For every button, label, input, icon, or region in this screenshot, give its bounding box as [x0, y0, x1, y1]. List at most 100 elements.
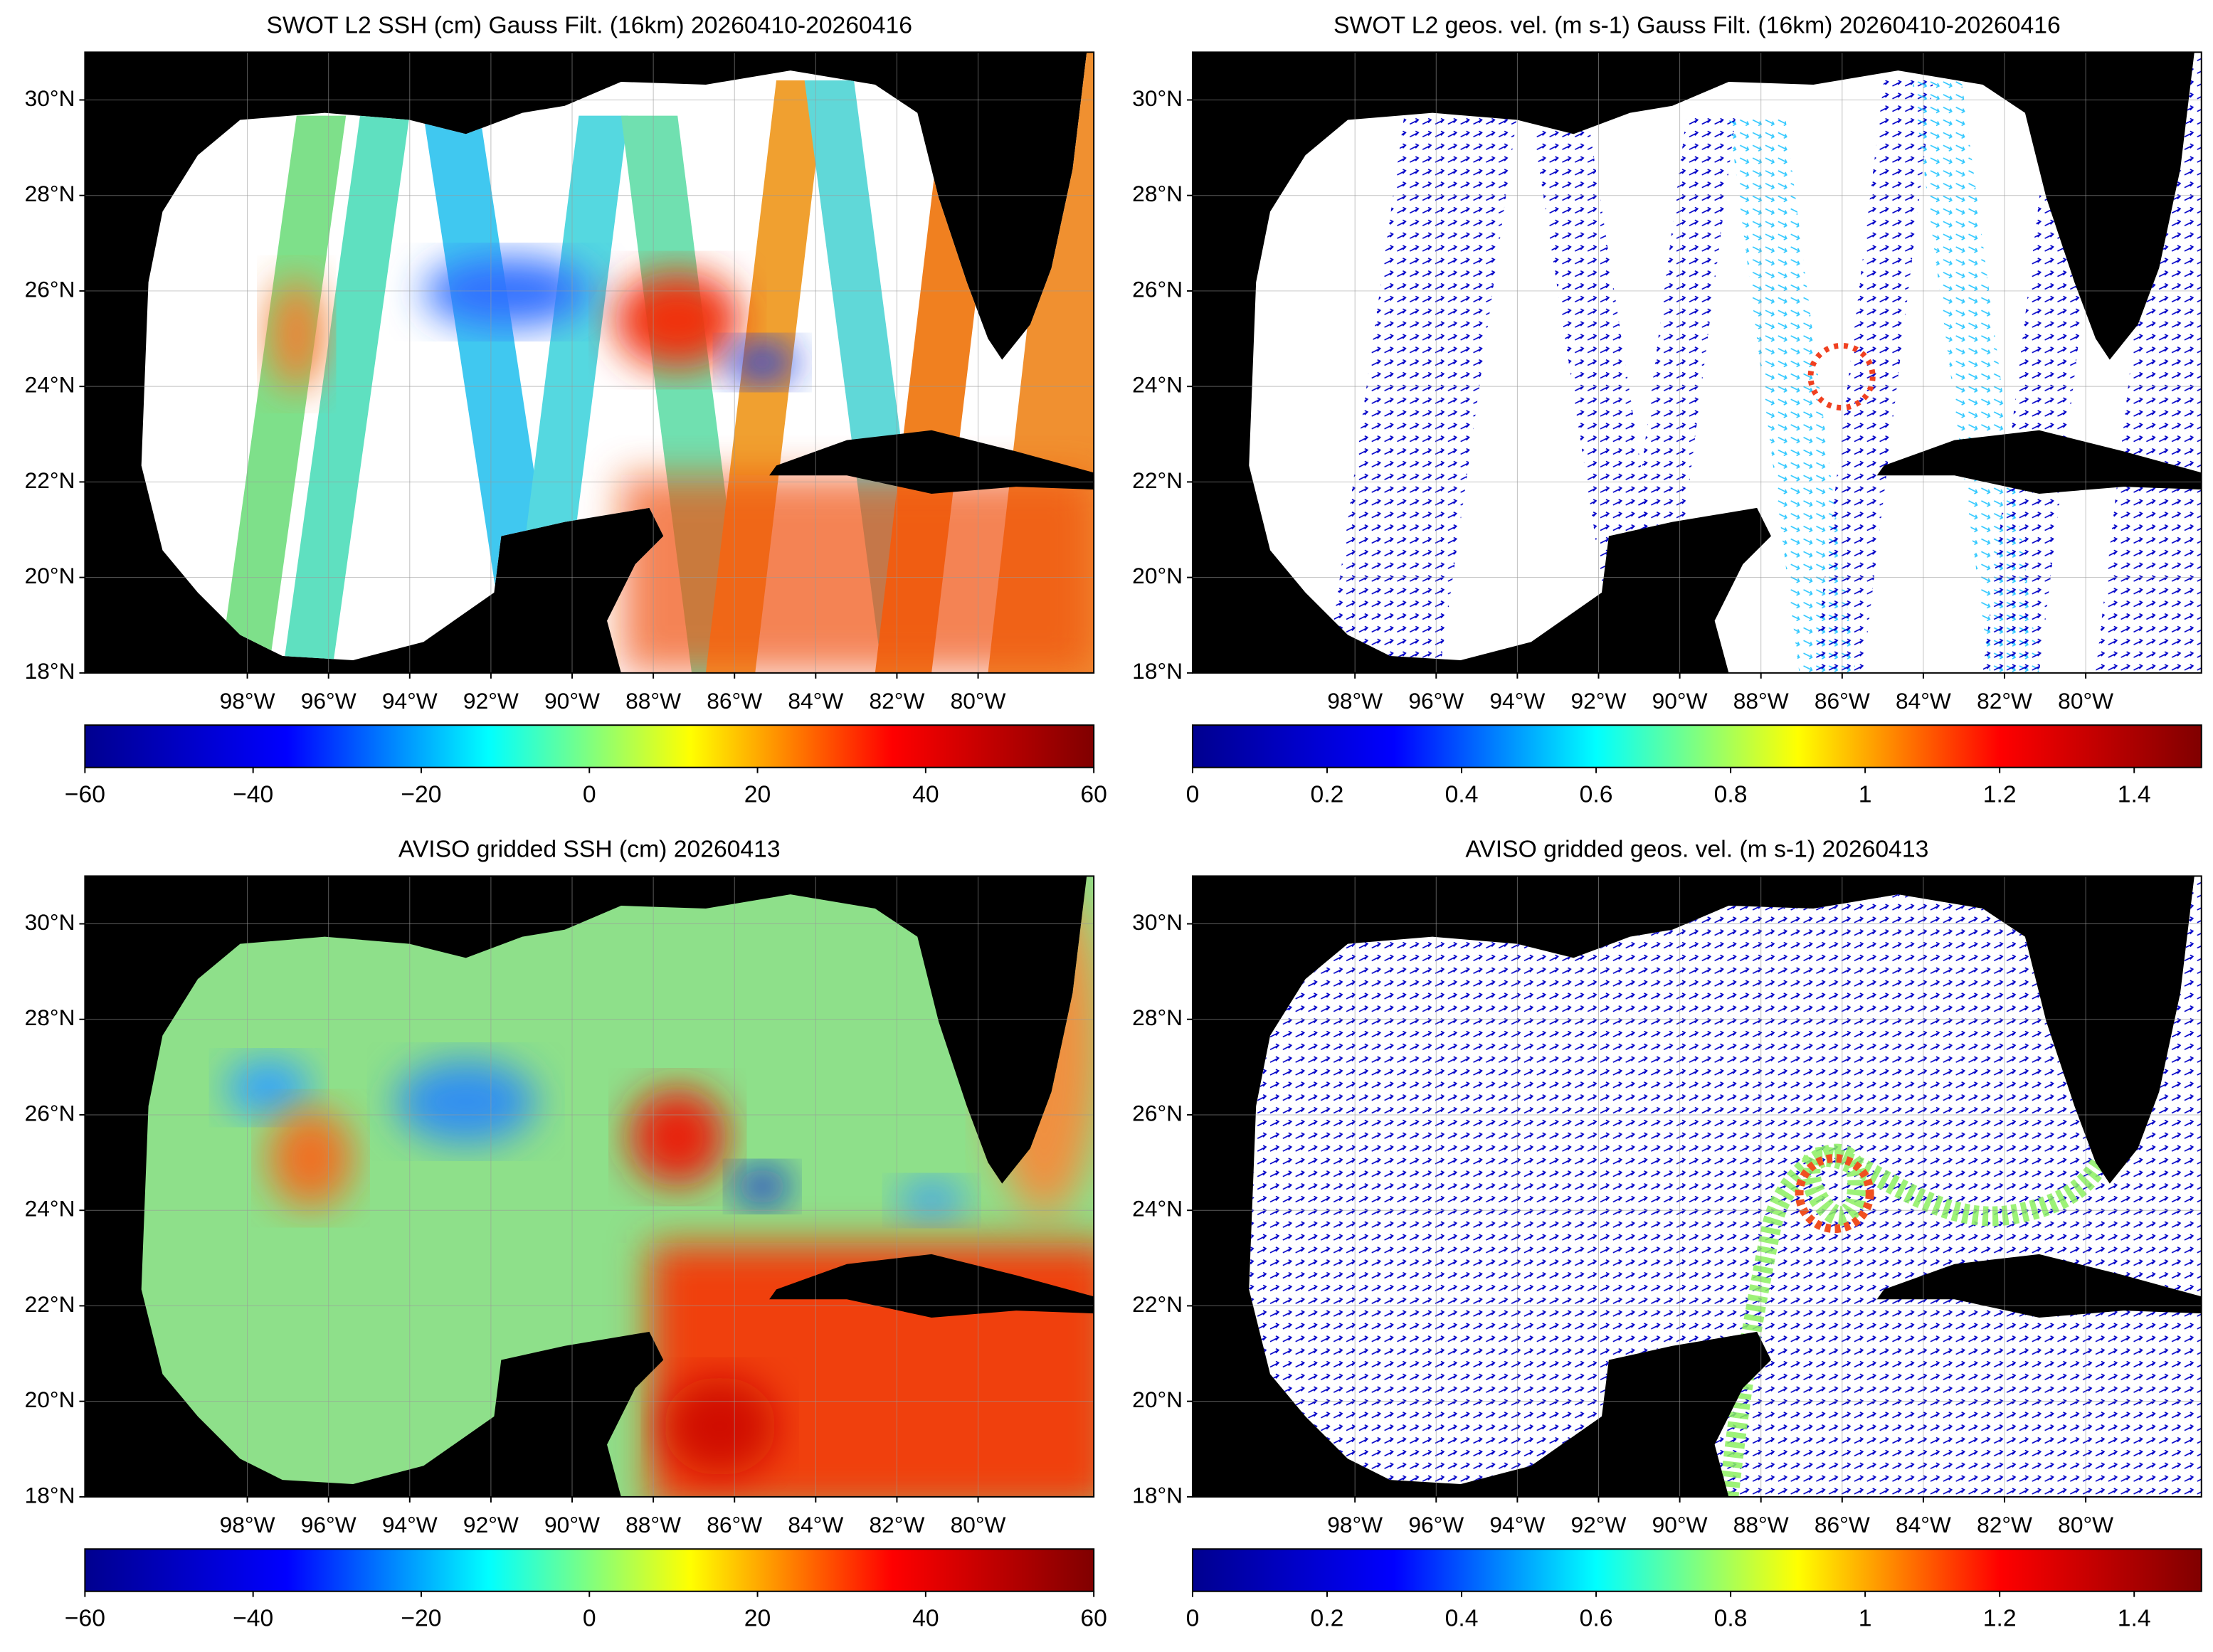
y-tick-label: 28°N	[1132, 1005, 1183, 1030]
map-panel	[1192, 876, 2202, 1497]
x-tick-label: 92°W	[1571, 688, 1627, 714]
colorbar	[84, 1548, 1095, 1592]
colorbar	[1191, 724, 2202, 768]
x-tick-label: 80°W	[2058, 688, 2113, 714]
y-tick-label: 30°N	[25, 85, 75, 111]
colorbar-tick-label: −60	[65, 780, 105, 808]
map-panel	[1192, 52, 2202, 673]
x-tick-label: 82°W	[1977, 688, 2032, 714]
colorbar	[1191, 1548, 2202, 1592]
x-tick-label: 92°W	[463, 688, 519, 714]
panel-title: AVISO gridded SSH (cm) 20260413	[398, 836, 781, 863]
x-tick-label: 96°W	[301, 1512, 356, 1537]
y-tick-label: 24°N	[25, 1196, 75, 1222]
y-tick-label: 20°N	[1132, 563, 1183, 588]
x-tick-label: 94°W	[382, 688, 438, 714]
x-tick-label: 88°W	[625, 1512, 681, 1537]
colorbar-tick-label: 40	[912, 780, 939, 808]
map-panel	[85, 52, 1094, 673]
colorbar-tick-label: 1.4	[2118, 780, 2151, 808]
colorbar-tick-label: −60	[65, 1604, 105, 1631]
y-tick-label: 26°N	[1132, 1100, 1183, 1126]
colorbar-tick-label: 1.2	[1983, 780, 2017, 808]
x-tick-label: 90°W	[544, 688, 600, 714]
x-tick-label: 88°W	[1733, 1512, 1789, 1537]
y-tick-label: 30°N	[1132, 909, 1183, 935]
x-tick-label: 92°W	[463, 1512, 519, 1537]
colorbar	[84, 724, 1095, 768]
y-tick-label: 30°N	[25, 909, 75, 935]
panel-title: SWOT L2 SSH (cm) Gauss Filt. (16km) 2026…	[267, 12, 912, 39]
panel-title: SWOT L2 geos. vel. (m s-1) Gauss Filt. (…	[1333, 12, 2061, 39]
x-tick-label: 94°W	[382, 1512, 438, 1537]
x-tick-label: 94°W	[1489, 688, 1545, 714]
y-tick-label: 22°N	[25, 467, 75, 493]
x-tick-label: 90°W	[1652, 1512, 1708, 1537]
map-frame	[84, 875, 1095, 1498]
colorbar-tick-label: 0	[583, 780, 596, 808]
x-tick-label: 88°W	[1733, 688, 1789, 714]
panel-title: AVISO gridded geos. vel. (m s-1) 2026041…	[1465, 836, 1928, 863]
x-tick-label: 88°W	[625, 688, 681, 714]
y-tick-label: 18°N	[1132, 1482, 1183, 1508]
colorbar-tick-label: 0	[1186, 780, 1200, 808]
x-tick-label: 98°W	[1327, 688, 1383, 714]
colorbar-tick-label: 0	[1186, 1604, 1200, 1631]
y-tick-label: 28°N	[25, 1005, 75, 1030]
y-tick-label: 26°N	[25, 1100, 75, 1126]
colorbar-tick-label: −20	[401, 1604, 441, 1631]
colorbar-tick-label: −40	[233, 1604, 273, 1631]
colorbar-tick-label: 60	[1080, 780, 1106, 808]
x-tick-label: 80°W	[951, 1512, 1006, 1537]
colorbar-tick-label: 40	[912, 1604, 939, 1631]
y-tick-label: 24°N	[25, 372, 75, 398]
x-tick-label: 80°W	[2058, 1512, 2113, 1537]
y-tick-label: 28°N	[25, 181, 75, 206]
x-tick-label: 90°W	[544, 1512, 600, 1537]
x-tick-label: 82°W	[869, 1512, 924, 1537]
x-tick-label: 94°W	[1489, 1512, 1545, 1537]
y-tick-label: 24°N	[1132, 1196, 1183, 1222]
colorbar-tick-label: 1	[1859, 1604, 1872, 1631]
x-tick-label: 96°W	[301, 688, 356, 714]
x-tick-label: 98°W	[220, 1512, 275, 1537]
colorbar-tick-label: 0.2	[1311, 780, 1344, 808]
colorbar-tick-label: 1.2	[1983, 1604, 2017, 1631]
colorbar-tick-label: −40	[233, 780, 273, 808]
y-tick-label: 20°N	[25, 563, 75, 588]
y-tick-label: 26°N	[25, 276, 75, 302]
colorbar-tick-label: 20	[744, 1604, 771, 1631]
y-tick-label: 22°N	[25, 1291, 75, 1317]
colorbar-tick-label: 0.8	[1714, 1604, 1748, 1631]
x-tick-label: 96°W	[1408, 688, 1464, 714]
y-tick-label: 22°N	[1132, 1291, 1183, 1317]
colorbar-tick-label: 0.4	[1445, 1604, 1479, 1631]
map-frame	[84, 51, 1095, 674]
x-tick-label: 82°W	[1977, 1512, 2032, 1537]
x-tick-label: 84°W	[788, 688, 843, 714]
y-tick-label: 20°N	[25, 1387, 75, 1412]
x-tick-label: 86°W	[1815, 688, 1870, 714]
colorbar-tick-label: 0.2	[1311, 1604, 1344, 1631]
colorbar-tick-label: 0.4	[1445, 780, 1479, 808]
x-tick-label: 98°W	[1327, 1512, 1383, 1537]
x-tick-label: 98°W	[220, 688, 275, 714]
y-tick-label: 30°N	[1132, 85, 1183, 111]
colorbar-tick-label: 0	[583, 1604, 596, 1631]
colorbar-tick-label: 20	[744, 780, 771, 808]
x-tick-label: 80°W	[951, 688, 1006, 714]
colorbar-tick-label: 0.6	[1580, 780, 1613, 808]
y-tick-label: 18°N	[1132, 658, 1183, 684]
colorbar-tick-label: −20	[401, 780, 441, 808]
y-tick-label: 18°N	[25, 658, 75, 684]
x-tick-label: 96°W	[1408, 1512, 1464, 1537]
x-tick-label: 86°W	[707, 1512, 762, 1537]
y-tick-label: 22°N	[1132, 467, 1183, 493]
map-panel	[85, 876, 1094, 1497]
x-tick-label: 86°W	[1815, 1512, 1870, 1537]
y-tick-label: 28°N	[1132, 181, 1183, 206]
x-tick-label: 82°W	[869, 688, 924, 714]
colorbar-tick-label: 60	[1080, 1604, 1106, 1631]
x-tick-label: 90°W	[1652, 688, 1708, 714]
